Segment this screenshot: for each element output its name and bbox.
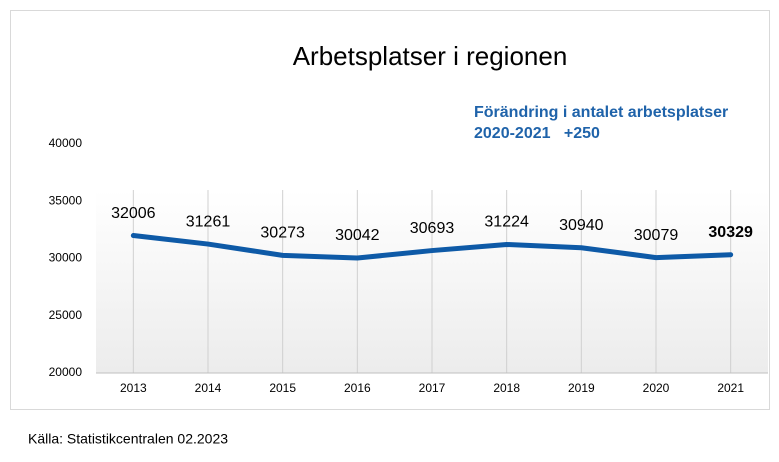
x-tick-label: 2018 (493, 381, 520, 395)
data-label: 30693 (410, 220, 455, 237)
annotation: 2020-2021 +250 (474, 125, 600, 142)
x-tick-label: 2015 (269, 381, 296, 395)
y-tick-label: 40000 (49, 136, 83, 150)
data-label: 30940 (559, 217, 604, 234)
data-label: 30273 (260, 225, 305, 242)
x-tick-label: 2019 (568, 381, 595, 395)
source-note: Källa: Statistikcentralen 02.2023 (28, 431, 228, 447)
x-tick-label: 2021 (717, 381, 744, 395)
x-tick-label: 2014 (195, 381, 222, 395)
chart-title: Arbetsplatser i regionen (293, 41, 568, 71)
data-label: 30042 (335, 227, 380, 244)
x-tick-label: 2016 (344, 381, 371, 395)
line (130, 233, 734, 261)
y-tick-label: 35000 (49, 193, 83, 207)
x-tick-label: 2020 (643, 381, 670, 395)
data-label: 31224 (484, 214, 529, 231)
annotation: Förändring i antalet arbetsplatser (474, 104, 728, 121)
data-label: 30079 (634, 227, 679, 244)
data-label: 31261 (186, 213, 231, 230)
y-tick-label: 30000 (49, 251, 83, 265)
x-tick-label: 2017 (419, 381, 446, 395)
y-tick-label: 25000 (49, 308, 83, 322)
data-label: 30329 (708, 224, 753, 241)
x-tick-label: 2013 (120, 381, 147, 395)
data-label: 32006 (111, 205, 156, 222)
y-tick-label: 20000 (49, 365, 83, 379)
